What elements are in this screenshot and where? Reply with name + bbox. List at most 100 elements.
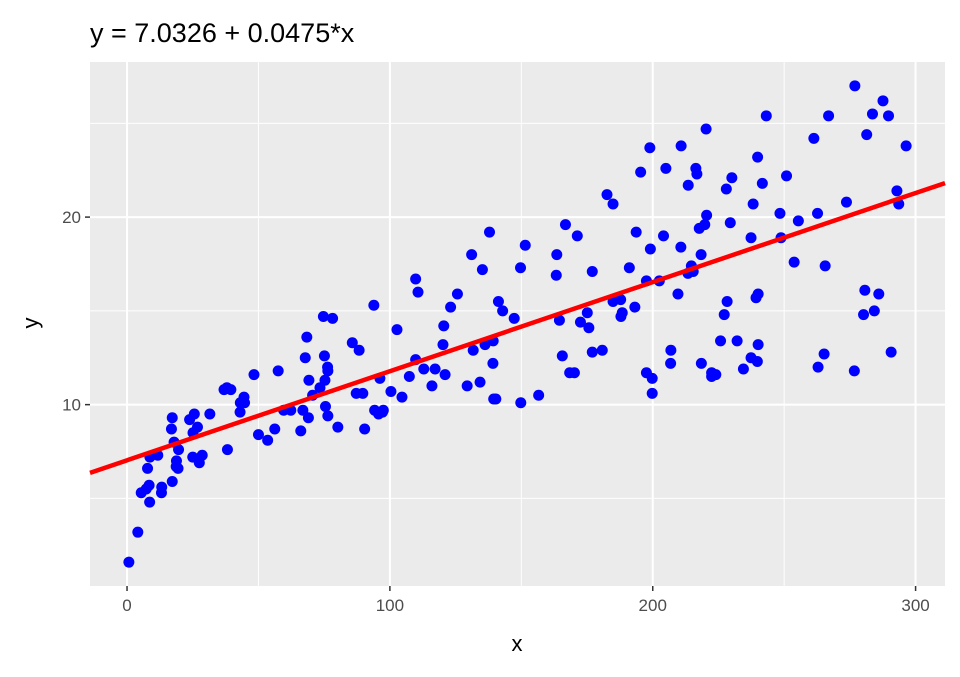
data-point xyxy=(596,344,608,356)
data-point xyxy=(553,314,565,326)
data-point xyxy=(812,361,824,373)
data-point xyxy=(144,496,156,508)
data-point xyxy=(445,301,457,313)
data-point xyxy=(497,305,509,317)
data-point xyxy=(792,215,804,227)
data-point xyxy=(629,301,641,313)
y-tick-label: 20 xyxy=(62,208,81,227)
data-point xyxy=(385,386,397,398)
data-point xyxy=(586,265,598,277)
data-point xyxy=(488,393,500,405)
data-point xyxy=(818,348,830,360)
data-point xyxy=(861,129,873,141)
data-point xyxy=(665,344,677,356)
data-point xyxy=(368,299,380,311)
data-point xyxy=(601,189,613,201)
data-point xyxy=(303,374,315,386)
data-point xyxy=(318,350,330,362)
data-point xyxy=(301,331,313,343)
data-point xyxy=(571,230,583,242)
x-tick-label: 200 xyxy=(639,596,667,615)
data-point xyxy=(581,307,593,319)
chart-title: y = 7.0326 + 0.0475*x xyxy=(90,18,355,48)
data-point xyxy=(726,172,738,184)
data-point xyxy=(297,404,309,416)
data-point xyxy=(132,526,144,538)
data-point xyxy=(808,132,820,144)
data-point xyxy=(437,339,449,351)
data-point xyxy=(750,292,762,304)
data-point xyxy=(556,350,568,362)
data-point xyxy=(866,108,878,120)
data-point xyxy=(623,262,635,274)
data-point xyxy=(695,357,707,369)
data-point xyxy=(170,461,182,473)
data-point xyxy=(607,198,619,210)
data-point xyxy=(396,391,408,403)
x-tick-label: 100 xyxy=(376,596,404,615)
regression-line xyxy=(89,180,946,475)
data-point xyxy=(873,288,885,300)
axis-ticks: 0 100 200 300 10 20 xyxy=(62,208,930,615)
data-point xyxy=(630,226,642,238)
data-point xyxy=(322,361,334,373)
data-point xyxy=(559,219,571,231)
data-point xyxy=(644,243,656,255)
data-point xyxy=(221,444,233,456)
y-axis-label: y xyxy=(18,318,43,329)
data-point xyxy=(346,337,358,349)
data-point xyxy=(467,344,479,356)
data-point xyxy=(508,312,520,324)
data-points xyxy=(123,80,912,568)
data-point xyxy=(461,380,473,392)
data-point xyxy=(745,232,757,244)
data-point xyxy=(568,367,580,379)
data-point xyxy=(660,162,672,174)
data-point xyxy=(166,476,178,488)
data-point xyxy=(191,421,203,433)
data-point xyxy=(369,404,381,416)
data-point xyxy=(583,322,595,334)
data-point xyxy=(675,241,687,253)
data-point xyxy=(262,434,274,446)
data-point xyxy=(484,226,496,238)
data-point xyxy=(756,177,768,189)
data-point xyxy=(234,406,246,418)
data-point xyxy=(701,209,713,221)
data-point xyxy=(646,387,658,399)
x-tick-label: 0 xyxy=(122,596,131,615)
data-point xyxy=(747,198,759,210)
data-point xyxy=(327,312,339,324)
data-point xyxy=(551,249,563,261)
data-point xyxy=(858,309,870,321)
data-point xyxy=(885,346,897,358)
data-point xyxy=(665,357,677,369)
data-point xyxy=(781,170,793,182)
data-point xyxy=(891,185,903,197)
data-point xyxy=(155,487,167,499)
data-point xyxy=(135,487,147,499)
data-point xyxy=(438,320,450,332)
data-point xyxy=(412,286,424,298)
data-point xyxy=(166,412,178,424)
data-point xyxy=(295,425,307,437)
data-point xyxy=(123,556,135,568)
x-axis-label: x xyxy=(512,631,523,656)
data-point xyxy=(788,256,800,268)
data-point xyxy=(204,408,216,420)
data-point xyxy=(515,262,527,274)
data-point xyxy=(350,387,362,399)
data-point xyxy=(299,352,311,364)
data-point xyxy=(439,369,451,381)
data-point xyxy=(616,307,628,319)
data-point xyxy=(691,168,703,180)
data-point xyxy=(418,363,430,375)
data-point xyxy=(720,183,732,195)
data-point xyxy=(877,95,889,107)
data-point xyxy=(187,451,199,463)
data-point xyxy=(721,295,733,307)
data-point xyxy=(173,444,185,456)
data-point xyxy=(269,423,281,435)
data-point xyxy=(751,356,763,368)
